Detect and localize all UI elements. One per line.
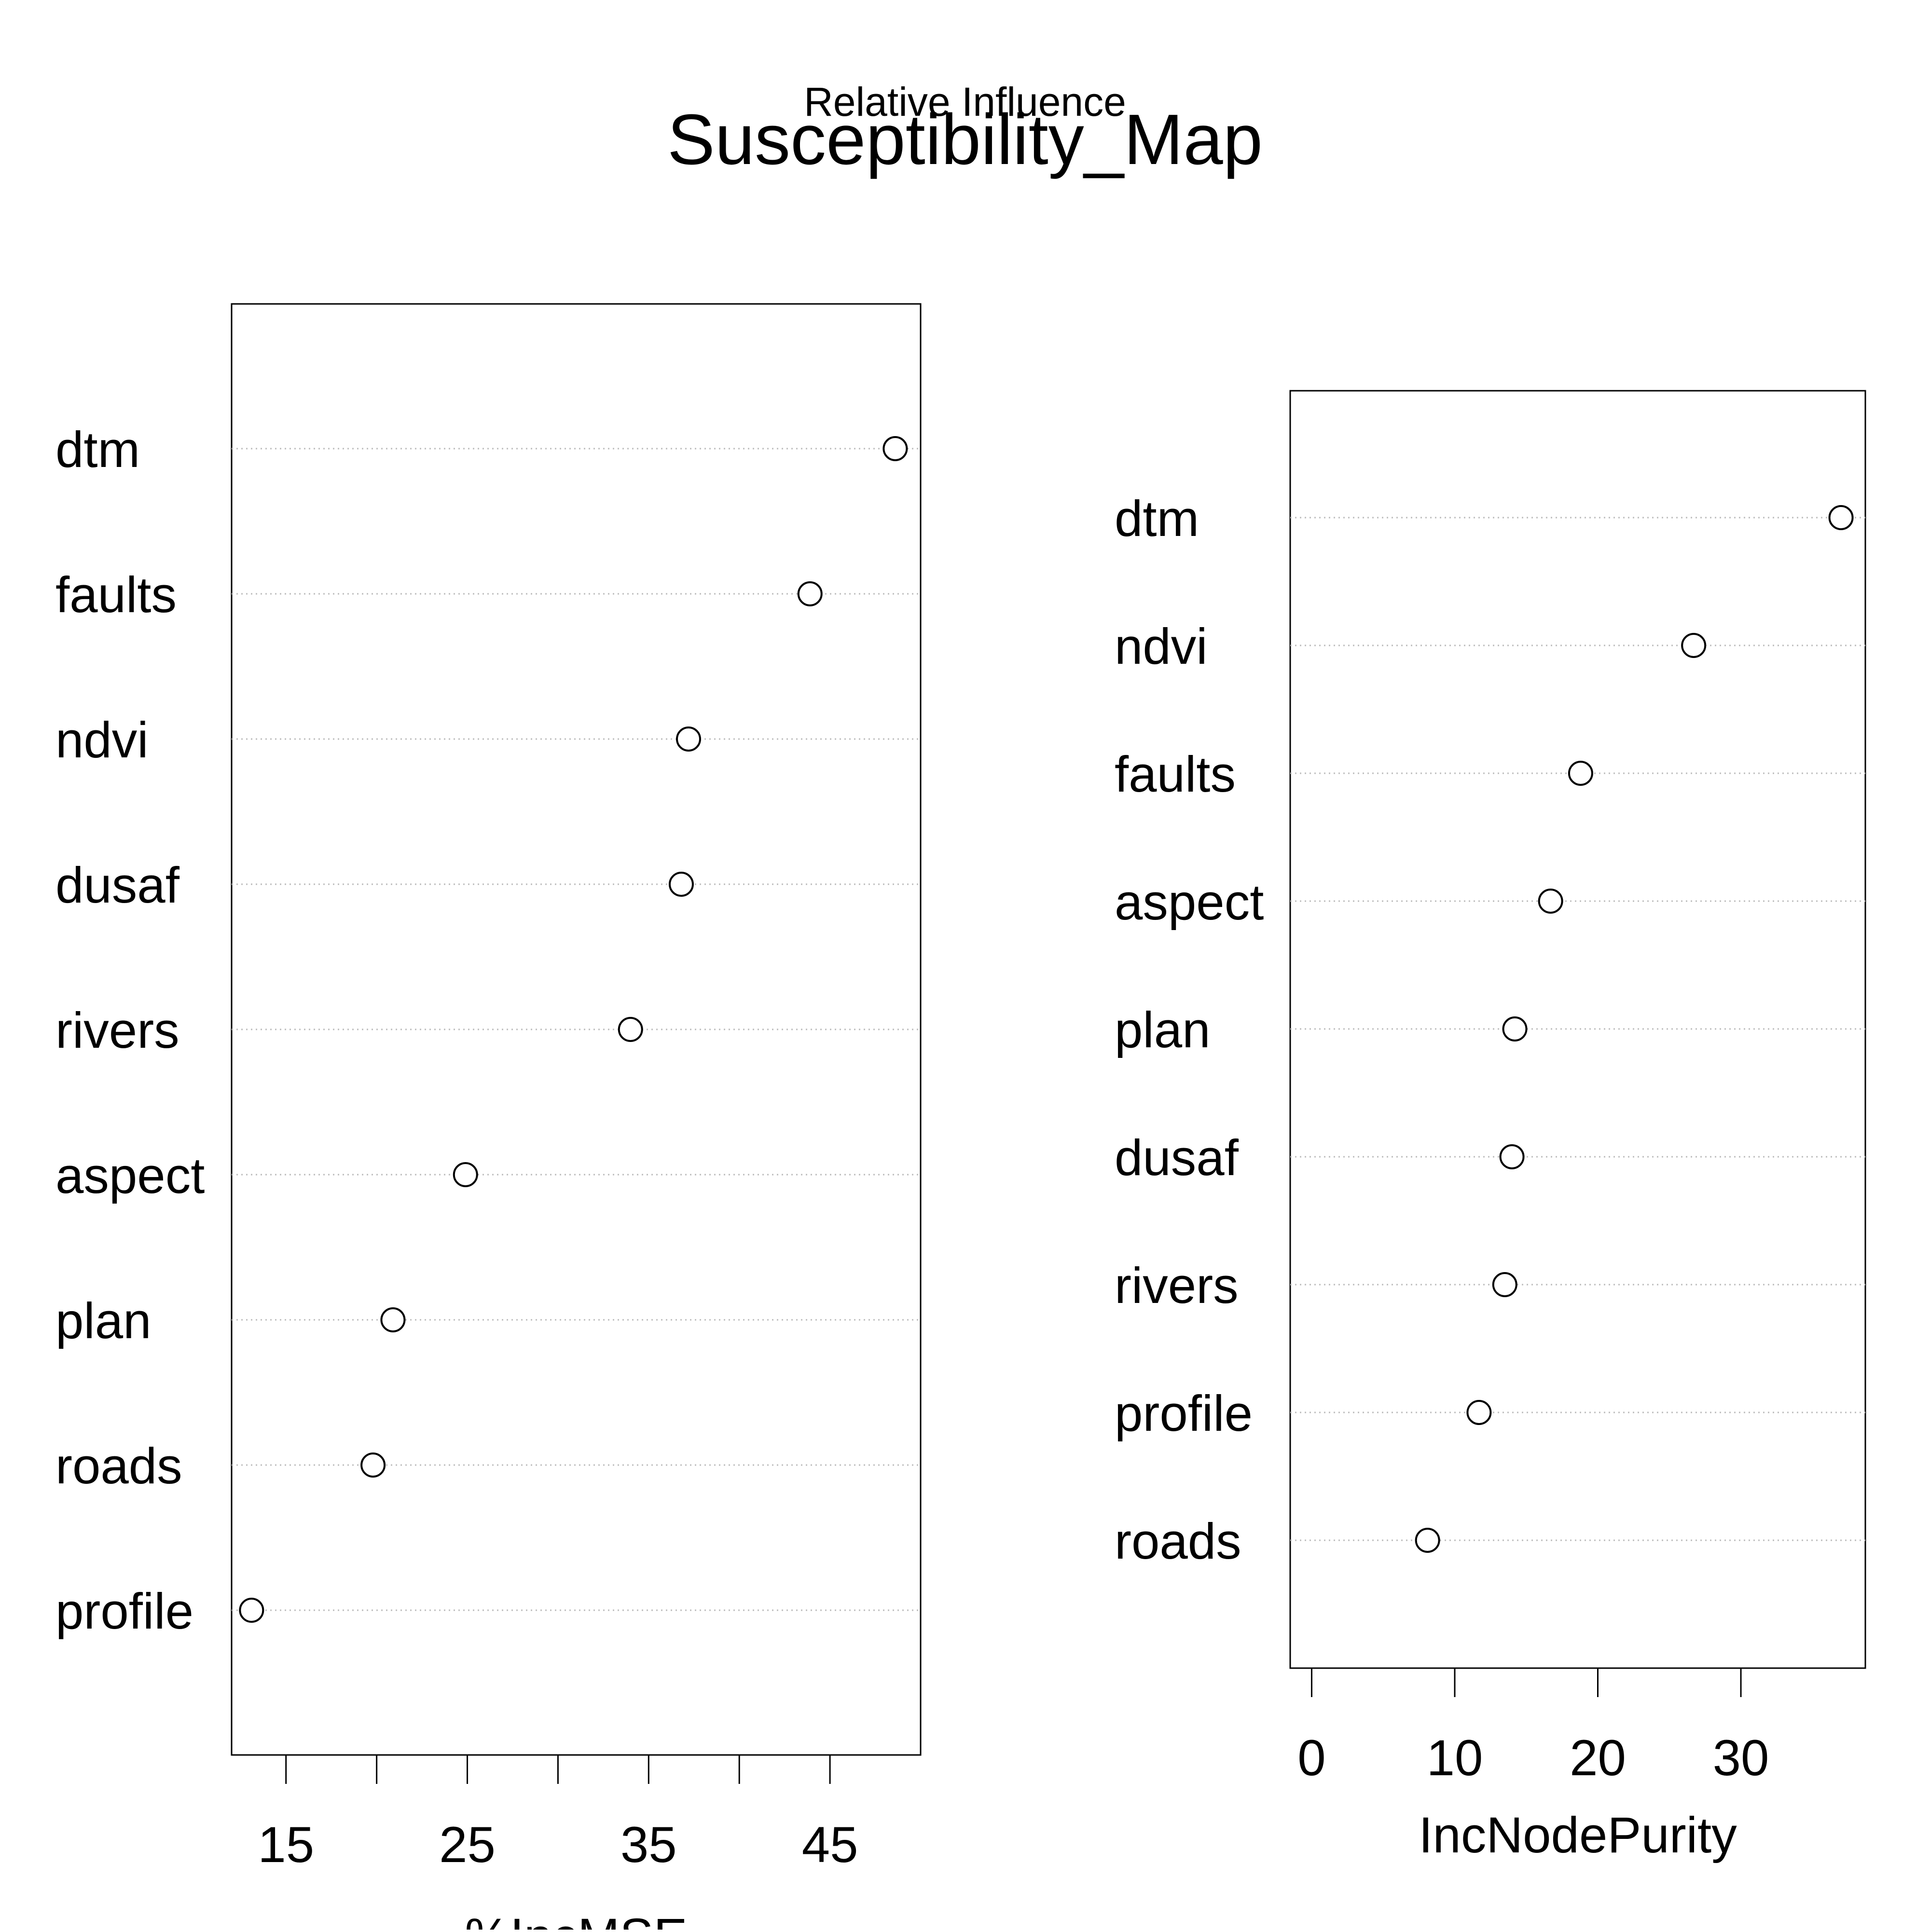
incmse-category-label: profile — [55, 1583, 193, 1640]
incmse-category-label: ndvi — [55, 712, 149, 768]
incmse-panel: dtm faults ndvi dusaf rivers aspect plan roads p… — [55, 303, 922, 1932]
incnodepurity-panel: dtm ndvi faults aspect plan dusaf rivers profil… — [1115, 390, 1866, 1863]
figure-title: Susceptibility_Map — [667, 100, 1263, 179]
incnodepurity-data-point — [1828, 505, 1854, 530]
incnodepurity-data-point — [1492, 1272, 1517, 1297]
incnodepurity-data-point — [1466, 1400, 1492, 1425]
incnodepurity-x-tick-label: 30 — [1713, 1730, 1769, 1786]
figure-suptitle: Relative Influence — [804, 79, 1126, 124]
incnodepurity-x-tick-label: 0 — [1297, 1730, 1325, 1786]
incnodepurity-category-label: dtm — [1115, 491, 1199, 547]
incmse-category-label: faults — [55, 567, 177, 623]
incmse-x-tick-label: 15 — [258, 1817, 314, 1873]
incnodepurity-category-label: roads — [1115, 1513, 1241, 1570]
incnodepurity-x-axis-title: IncNodePurity — [1419, 1807, 1737, 1863]
incnodepurity-category-label: aspect — [1115, 874, 1264, 931]
incmse-data-point — [668, 872, 694, 897]
incnodepurity-data-point — [1538, 889, 1563, 914]
incmse-data-point — [239, 1598, 264, 1623]
incnodepurity-data-point — [1415, 1528, 1440, 1553]
incmse-data-point — [797, 581, 823, 606]
incmse-category-label: roads — [55, 1438, 182, 1494]
incnodepurity-data-point — [1568, 761, 1593, 786]
incmse-x-tick-label: 45 — [802, 1817, 858, 1873]
incnodepurity-x-tick-label: 20 — [1570, 1730, 1626, 1786]
incmse-category-label: aspect — [55, 1148, 205, 1204]
incnodepurity-category-label: profile — [1115, 1385, 1253, 1442]
incmse-data-point — [380, 1307, 406, 1332]
incnodepurity-category-label: faults — [1115, 746, 1236, 803]
incnodepurity-category-label: plan — [1115, 1002, 1211, 1058]
incnodepurity-category-label: rivers — [1115, 1258, 1239, 1314]
incnodepurity-category-label: dusaf — [1115, 1130, 1239, 1186]
incmse-data-point — [453, 1162, 478, 1187]
incmse-data-point — [360, 1452, 386, 1478]
incmse-data-point — [676, 726, 701, 752]
incmse-category-label: dusaf — [55, 857, 180, 914]
incnodepurity-plot-frame — [1289, 390, 1866, 1669]
incnodepurity-data-point — [1681, 633, 1707, 658]
incmse-x-tick-label: 25 — [439, 1817, 496, 1873]
incmse-category-label: dtm — [55, 422, 140, 478]
incmse-data-point — [882, 436, 908, 461]
incmse-plot-frame — [231, 303, 922, 1756]
incmse-x-axis-title: %IncMSE — [465, 1908, 688, 1930]
incnodepurity-data-point — [1502, 1016, 1528, 1041]
incnodepurity-data-point — [1499, 1144, 1525, 1169]
incnodepurity-category-label: ndvi — [1115, 618, 1208, 675]
incmse-x-tick-label: 35 — [620, 1817, 677, 1873]
incmse-data-point — [618, 1017, 643, 1042]
incmse-category-label: plan — [55, 1293, 152, 1349]
incnodepurity-x-tick-label: 10 — [1427, 1730, 1483, 1786]
incmse-category-label: rivers — [55, 1002, 179, 1059]
